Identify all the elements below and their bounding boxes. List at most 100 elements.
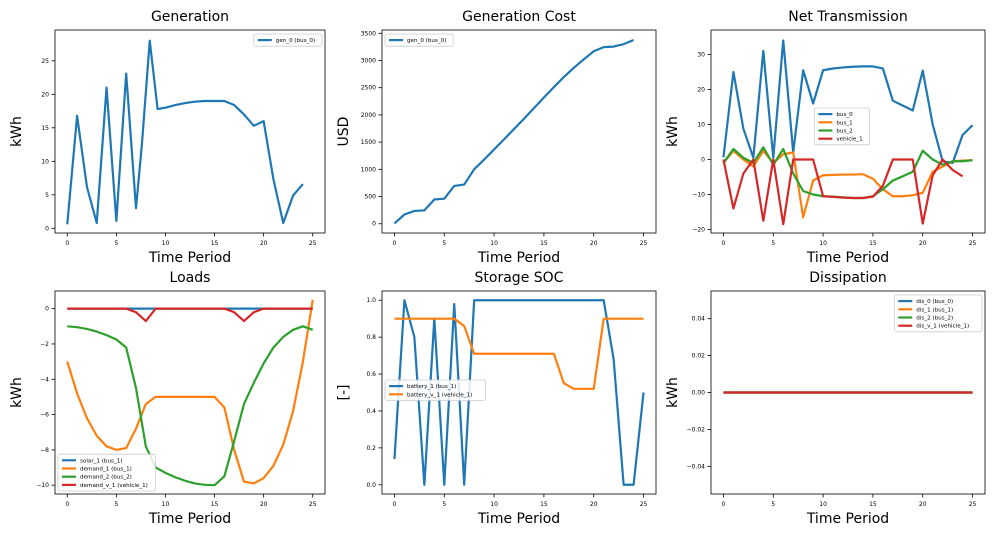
axes-frame — [381, 29, 657, 234]
series-line-2 — [394, 317, 644, 390]
y-tick-label: −20 — [692, 227, 705, 234]
x-tick-label: 5 — [114, 240, 118, 247]
y-tick-label: 20 — [41, 91, 49, 98]
y-tick-label: −0.04 — [687, 463, 706, 470]
plot-area — [722, 39, 974, 226]
y-axis-label: kWh — [665, 377, 681, 408]
y-tick-label: 0 — [45, 225, 49, 232]
chart-title: Generation Cost — [462, 9, 576, 25]
y-tick-label: 0.2 — [366, 445, 376, 452]
legend-label: battery_v_1 (vehicle_1) — [407, 392, 472, 398]
legend-label: dis_v_1 (vehicle_1) — [916, 324, 969, 330]
x-tick-label: 5 — [442, 240, 446, 247]
chart-title: Loads — [170, 270, 211, 286]
y-axis-label: USD — [336, 117, 352, 147]
x-tick-label: 25 — [640, 501, 648, 508]
legend: solar_1 (bus_1) demand_1 (bus_1) demand_2 … — [57, 453, 156, 492]
plot-area — [393, 39, 634, 225]
y-tick-label: 0 — [372, 221, 376, 228]
y-tick-label: 0.0 — [366, 482, 376, 489]
x-tick-label: 10 — [819, 501, 827, 508]
plot-area — [66, 299, 314, 487]
legend-box — [384, 33, 454, 47]
legend-label: battery_1 (bus_1) — [407, 384, 456, 390]
y-tick-label: 10 — [697, 122, 705, 129]
x-tick-label: 15 — [540, 240, 548, 247]
y-tick-label: 3000 — [361, 57, 376, 64]
y-tick-label: 1.0 — [366, 297, 376, 304]
x-tick-label: 20 — [590, 240, 598, 247]
y-tick-label: 0.00 — [692, 390, 706, 397]
y-tick-label: 0.8 — [366, 334, 376, 341]
x-tick-label: 0 — [722, 240, 726, 247]
y-tick-label: −2 — [40, 341, 49, 348]
plot-area — [393, 299, 645, 486]
x-tick-label: 10 — [490, 501, 498, 508]
y-tick-label: 0.4 — [366, 408, 376, 415]
y-tick-label: −4 — [40, 376, 49, 383]
x-tick-label: 25 — [640, 240, 648, 247]
x-tick-label: 5 — [771, 240, 775, 247]
x-tick-label: 5 — [442, 501, 446, 508]
x-tick-label: 20 — [260, 240, 268, 247]
x-tick-label: 25 — [309, 240, 317, 247]
axes-frame — [54, 290, 326, 495]
subplot-2: Generation Cost 0 5 10 15 20 25 0 500 1000 1500 200… — [336, 9, 657, 266]
x-tick-label: 0 — [65, 501, 69, 508]
x-axis-label: Time Period — [806, 511, 889, 527]
legend-label: solar_1 (bus_1) — [80, 458, 122, 464]
x-tick-label: 20 — [590, 501, 598, 508]
y-tick-label: 0 — [45, 306, 49, 313]
y-tick-label: 25 — [41, 58, 49, 65]
x-tick-label: 25 — [969, 240, 977, 247]
chart-title: Storage SOC — [475, 270, 564, 286]
x-tick-label: 0 — [393, 240, 397, 247]
x-tick-label: 10 — [490, 240, 498, 247]
legend-box — [813, 107, 871, 146]
x-axis-label: Time Period — [148, 250, 231, 266]
plot-area — [66, 39, 304, 225]
legend-label: bus_0 — [836, 112, 853, 118]
y-tick-label: 1000 — [361, 166, 376, 173]
x-tick-label: 5 — [771, 501, 775, 508]
legend-label: demand_1 (bus_1) — [80, 467, 132, 473]
chart-title: Dissipation — [809, 270, 886, 286]
y-tick-label: −10 — [692, 192, 705, 199]
subplot-4: Loads 0 5 10 15 20 25 −10 −8 −6 −4 −2 0 Time Period kW… — [9, 270, 326, 527]
series-line-2 — [722, 149, 973, 219]
axes-frame — [54, 29, 326, 234]
y-tick-label: 0 — [701, 157, 705, 164]
x-tick-label: 15 — [869, 501, 877, 508]
x-axis-label: Time Period — [148, 511, 231, 527]
y-axis-label: kWh — [9, 116, 25, 147]
y-tick-label: 2000 — [361, 112, 376, 119]
y-tick-label: 0.02 — [692, 353, 706, 360]
legend-box — [893, 294, 983, 333]
y-axis-label: kWh — [9, 377, 25, 408]
x-axis-label: Time Period — [806, 250, 889, 266]
subplot-3: Net Transmission 0 5 10 15 20 25 −20 −10 0 10 20 30 T… — [665, 9, 986, 266]
legend-label: vehicle_1 — [836, 137, 863, 143]
legend: dis_0 (bus_0) dis_1 (bus_1) dis_2 (bus_2)d… — [893, 294, 983, 333]
x-tick-label: 0 — [722, 501, 726, 508]
y-tick-label: 5 — [45, 192, 49, 199]
y-tick-label: 500 — [365, 194, 377, 201]
axes-frame — [710, 290, 986, 495]
x-tick-label: 5 — [114, 501, 118, 508]
y-tick-label: −0.02 — [687, 426, 706, 433]
legend-label: dis_2 (bus_2) — [916, 316, 953, 322]
series-line-1 — [66, 39, 304, 225]
x-axis-label: Time Period — [477, 250, 560, 266]
legend-label: demand_2 (bus_2) — [80, 475, 132, 481]
x-tick-label: 20 — [919, 240, 927, 247]
x-tick-label: 15 — [869, 240, 877, 247]
legend: battery_1 (bus_1) battery_v_1 (vehicle_1) — [384, 379, 487, 401]
x-axis-label: Time Period — [477, 511, 560, 527]
legend-label: bus_2 — [836, 129, 852, 135]
x-tick-label: 15 — [540, 501, 548, 508]
series-line-1 — [393, 299, 645, 486]
series-line-1 — [393, 39, 634, 225]
x-tick-label: 15 — [211, 501, 219, 508]
y-tick-label: 30 — [697, 52, 705, 59]
